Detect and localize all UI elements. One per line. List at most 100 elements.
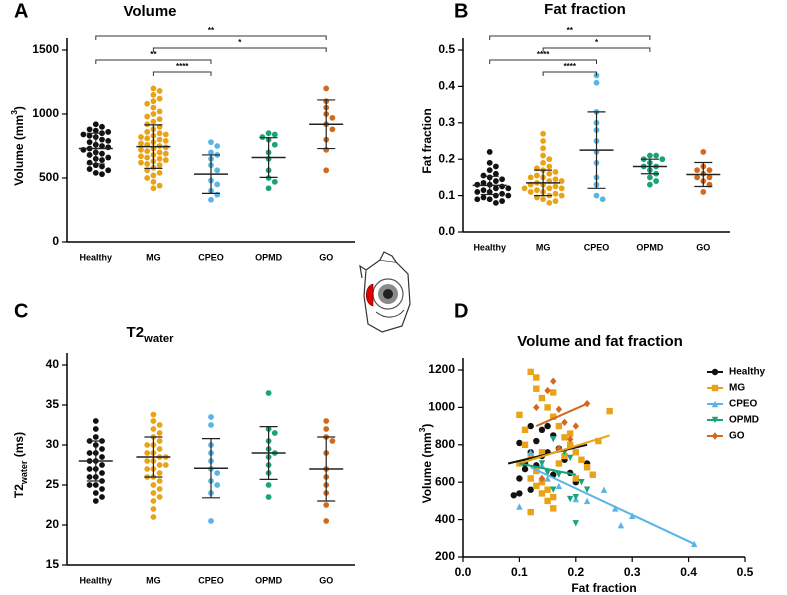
point <box>533 403 540 412</box>
point <box>550 377 557 385</box>
point <box>600 486 608 493</box>
point <box>538 490 546 497</box>
data-point <box>323 426 330 432</box>
y-tick-label: 15 <box>46 557 60 571</box>
point <box>544 497 551 505</box>
fit-line <box>519 434 610 465</box>
data-point <box>208 518 214 524</box>
data-point <box>92 434 99 440</box>
data-point <box>156 169 163 176</box>
data-point <box>156 422 163 428</box>
data-point <box>144 148 151 155</box>
data-point <box>694 174 700 181</box>
data-point <box>653 178 659 184</box>
data-point <box>162 150 169 157</box>
point <box>521 465 529 473</box>
point <box>578 456 585 463</box>
fit-line <box>530 466 695 545</box>
data-point <box>144 113 151 120</box>
significance-bracket <box>152 47 327 52</box>
point <box>544 475 551 482</box>
data-point <box>162 137 169 144</box>
data-point <box>499 183 505 190</box>
data-point <box>552 198 559 204</box>
data-point <box>214 167 221 174</box>
chart-title: Fat fraction <box>544 1 626 18</box>
point <box>544 422 551 430</box>
data-point <box>474 196 481 203</box>
data-point <box>156 136 163 143</box>
point <box>538 479 546 486</box>
data-point <box>271 430 278 436</box>
data-point <box>138 140 144 147</box>
data-point <box>214 482 221 488</box>
point <box>527 422 534 430</box>
data-point <box>546 199 553 206</box>
data-point <box>144 135 151 142</box>
point <box>583 464 591 471</box>
data-point <box>150 172 157 179</box>
point <box>566 435 574 443</box>
data-point <box>552 183 559 190</box>
x-tick-label: Healthy <box>80 575 113 585</box>
point <box>561 452 568 460</box>
data-point <box>92 490 99 496</box>
data-point <box>156 108 163 115</box>
y-tick-label: 20 <box>46 517 60 531</box>
x-tick-label: OPMD <box>255 252 283 262</box>
data-point <box>540 152 546 159</box>
chart-title: T2water <box>127 324 175 345</box>
point <box>583 399 591 408</box>
data-point <box>150 482 157 488</box>
data-point <box>92 482 99 488</box>
data-point <box>208 422 214 428</box>
y-axis-label: Volume (mm3) <box>417 424 434 504</box>
significance-bracket <box>152 71 212 76</box>
data-point <box>150 85 157 92</box>
data-point <box>156 462 163 468</box>
data-point <box>86 474 93 480</box>
data-point <box>156 470 163 476</box>
y-tick-label: 0.4 <box>438 79 455 93</box>
data-point <box>150 426 157 432</box>
point <box>527 486 534 493</box>
y-axis-label-part: 3 <box>417 427 427 432</box>
x-tick-label: GO <box>696 242 710 252</box>
point <box>516 475 523 482</box>
data-point <box>99 486 105 492</box>
data-point <box>493 170 499 177</box>
x-tick-label: MG <box>146 252 161 262</box>
data-point <box>144 466 151 472</box>
point <box>516 490 523 497</box>
data-point <box>265 185 272 192</box>
point <box>566 441 574 448</box>
data-point <box>558 185 565 192</box>
point <box>617 522 625 529</box>
data-point <box>208 196 214 203</box>
x-tick-label: GO <box>319 575 333 585</box>
data-point <box>92 169 99 176</box>
point <box>566 495 574 503</box>
panel-label: A <box>14 0 28 22</box>
data-point <box>546 170 553 177</box>
data-point <box>156 162 163 169</box>
point <box>572 449 579 456</box>
y-tick-label: 0.0 <box>438 224 455 238</box>
x-tick-label: GO <box>319 252 333 262</box>
data-point <box>323 518 330 524</box>
data-point <box>265 494 272 500</box>
data-point <box>105 144 112 151</box>
point <box>566 454 574 462</box>
data-point <box>493 185 499 192</box>
data-point <box>150 178 157 185</box>
data-point <box>150 104 157 111</box>
y-axis-label: T2water (ms) <box>12 432 29 498</box>
data-point <box>647 152 653 159</box>
y-tick-label: 35 <box>46 397 60 411</box>
data-point <box>150 118 157 125</box>
data-point <box>546 163 553 170</box>
data-point <box>214 470 221 476</box>
data-point <box>214 143 221 149</box>
data-point <box>208 149 214 156</box>
